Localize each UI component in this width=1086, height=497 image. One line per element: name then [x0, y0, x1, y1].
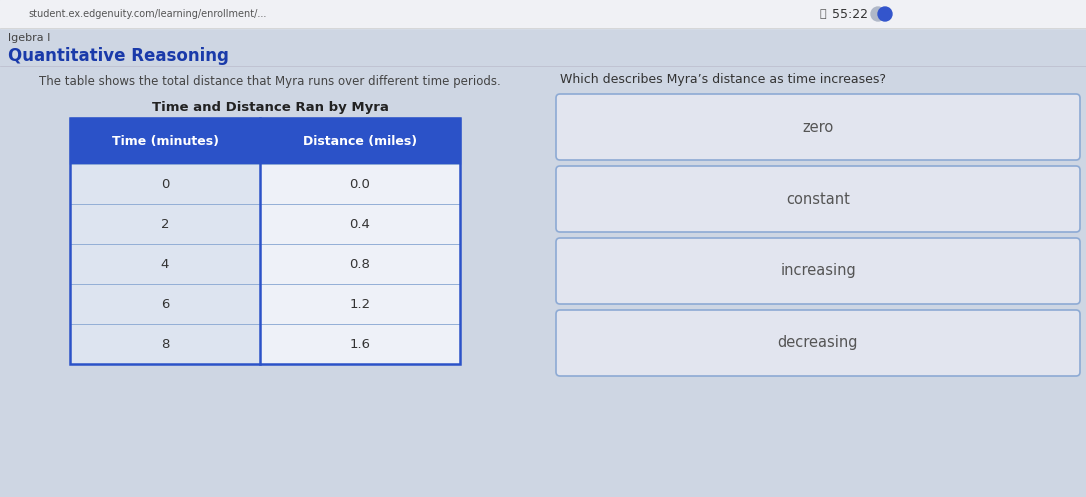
- Text: Distance (miles): Distance (miles): [303, 135, 417, 148]
- Bar: [70, 118, 260, 164]
- Text: ⌛: ⌛: [820, 9, 826, 19]
- Text: 4: 4: [161, 257, 169, 270]
- Text: constant: constant: [786, 191, 850, 206]
- Text: 55:22: 55:22: [832, 7, 868, 20]
- FancyBboxPatch shape: [556, 94, 1079, 160]
- FancyBboxPatch shape: [556, 238, 1079, 304]
- Text: 0: 0: [161, 177, 169, 190]
- Bar: [70, 284, 260, 324]
- FancyBboxPatch shape: [556, 310, 1079, 376]
- Text: lgebra I: lgebra I: [8, 33, 50, 43]
- Text: Time and Distance Ran by Myra: Time and Distance Ran by Myra: [152, 101, 389, 114]
- Bar: [260, 204, 460, 244]
- Circle shape: [877, 7, 892, 21]
- Bar: [260, 324, 460, 364]
- Text: increasing: increasing: [780, 263, 856, 278]
- Bar: [0, 0, 1086, 28]
- Bar: [70, 118, 460, 364]
- Text: 1.2: 1.2: [350, 298, 370, 311]
- Circle shape: [871, 7, 885, 21]
- Text: 6: 6: [161, 298, 169, 311]
- Bar: [70, 324, 260, 364]
- Text: zero: zero: [803, 119, 834, 135]
- Text: 0.4: 0.4: [350, 218, 370, 231]
- Text: 1.6: 1.6: [350, 337, 370, 350]
- Text: 0.8: 0.8: [350, 257, 370, 270]
- Bar: [260, 118, 460, 164]
- Bar: [260, 164, 460, 204]
- Text: 8: 8: [161, 337, 169, 350]
- Text: The table shows the total distance that Myra runs over different time periods.: The table shows the total distance that …: [39, 76, 501, 88]
- Text: Quantitative Reasoning: Quantitative Reasoning: [8, 47, 229, 65]
- Bar: [260, 244, 460, 284]
- Text: decreasing: decreasing: [778, 335, 858, 350]
- Text: Which describes Myra’s distance as time increases?: Which describes Myra’s distance as time …: [560, 74, 886, 86]
- Text: Time (minutes): Time (minutes): [112, 135, 218, 148]
- Text: student.ex.edgenuity.com/learning/enrollment/...: student.ex.edgenuity.com/learning/enroll…: [28, 9, 266, 19]
- Bar: [260, 284, 460, 324]
- Bar: [70, 164, 260, 204]
- Text: 0.0: 0.0: [350, 177, 370, 190]
- Text: 2: 2: [161, 218, 169, 231]
- Bar: [70, 204, 260, 244]
- FancyBboxPatch shape: [556, 166, 1079, 232]
- Bar: [70, 244, 260, 284]
